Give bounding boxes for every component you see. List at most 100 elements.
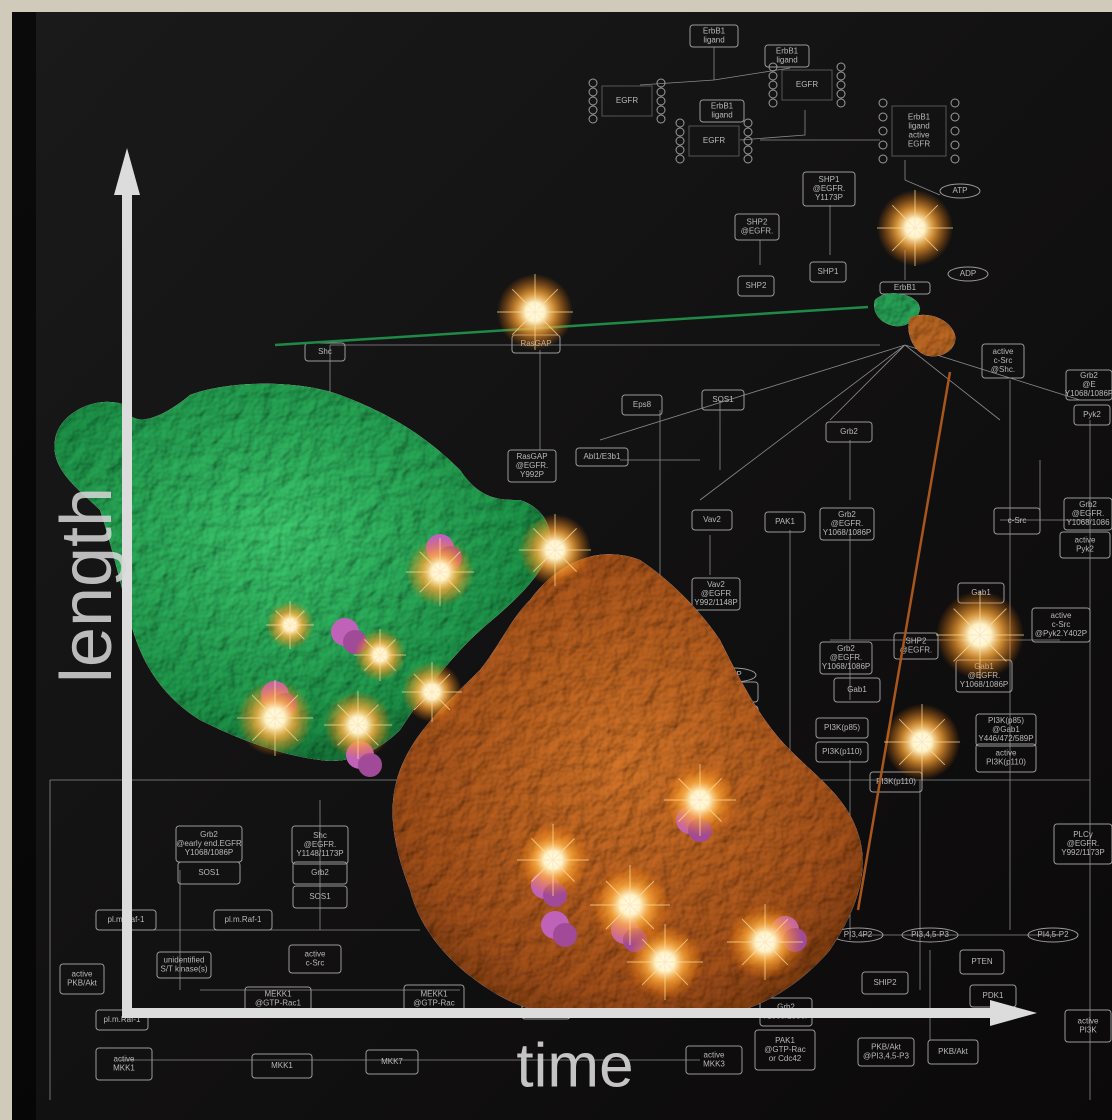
node-label: ErbB1	[776, 47, 799, 56]
node-label: SHP2	[906, 637, 927, 646]
node-label: active	[996, 749, 1017, 758]
node-label: EGFR	[703, 136, 725, 145]
node-label: SHP1	[818, 267, 839, 276]
node-label: c-Src	[1008, 516, 1027, 525]
node-label: active	[1075, 536, 1096, 545]
node-label: EGFR	[616, 96, 638, 105]
node-label: S/T kinase(s)	[161, 965, 208, 974]
node-label: MKK3	[703, 1060, 725, 1069]
node-label: MKK1	[271, 1061, 293, 1070]
node-label: Y1068/1086P	[823, 528, 872, 537]
node-label: Y1173P	[815, 193, 843, 202]
node-label: ADP	[960, 269, 976, 278]
y-axis-label: length	[47, 487, 127, 683]
node-label: PLCγ	[1073, 830, 1093, 839]
scene: ErbB1ligandEGFRErbB1ligandEGFRErbB1ligan…	[0, 0, 1112, 1120]
node-label: PI3K(p85)	[824, 723, 860, 732]
node-label: PDK1	[983, 991, 1004, 1000]
node-label: Vav2	[707, 580, 725, 589]
node-label: MEKK1	[264, 990, 292, 999]
node-label: @EGFR.	[1072, 509, 1105, 518]
node-label: Y1148/1173P	[296, 849, 343, 858]
node-label: @EGFR.	[900, 646, 933, 655]
node-label: or Cdc42	[769, 1054, 802, 1063]
node-label: Gab1	[847, 685, 867, 694]
atom	[553, 923, 577, 947]
node-label: @PI3,4,5-P3	[863, 1052, 909, 1061]
node-label: @early end.EGFR	[176, 839, 242, 848]
node-label: SHP1	[819, 175, 840, 184]
node-label: Grb2	[1079, 500, 1097, 509]
node-label: MKK7	[381, 1057, 403, 1066]
node-label: SOS1	[309, 892, 331, 901]
node-label: PI3K	[1079, 1026, 1097, 1035]
node-label: @EGFR.	[830, 653, 863, 662]
node-label: SOS1	[198, 868, 220, 877]
node-label: @E	[1082, 380, 1095, 389]
node-label: ErbB1	[894, 283, 917, 292]
node-label: ATP	[953, 186, 968, 195]
node-label: active	[1051, 611, 1072, 620]
node-label: PI3K(p110)	[986, 758, 1026, 767]
node-label: PI3,4P2	[844, 930, 873, 939]
node-label: Y992P	[520, 470, 544, 479]
node-label: @Gab1	[992, 725, 1020, 734]
node-label: active	[114, 1055, 135, 1064]
node-label: RasGAP	[516, 452, 547, 461]
node-label: Grb2	[311, 868, 329, 877]
node-label: @Shc.	[991, 365, 1015, 374]
node-label: ErbB1	[703, 27, 726, 36]
node-label: @EGFR.	[516, 461, 549, 470]
node-label: @EGFR.	[831, 519, 864, 528]
node-label: Grb2	[837, 644, 855, 653]
node-label: active	[993, 347, 1014, 356]
node-label: Pyk2	[1076, 545, 1094, 554]
node-label: PAK1	[775, 517, 795, 526]
node-label: @EGFR.	[813, 184, 846, 193]
node-label: ligand	[711, 111, 732, 120]
node-label: @GTP-Rac1	[255, 999, 301, 1008]
node-label: Y1068/1086P	[1065, 389, 1112, 398]
x-axis	[122, 1008, 997, 1018]
node-label: ligand	[776, 56, 797, 65]
node-label: @Pyk2.Y402P	[1035, 629, 1087, 638]
node-label: Y992/1148P	[694, 598, 737, 607]
node-label: PAK1	[775, 1036, 795, 1045]
node-label: @GTP-Rac	[413, 999, 454, 1008]
node-label: PI3,4,5-P3	[911, 930, 949, 939]
node-label: @EGFR	[701, 589, 732, 598]
node-label: Y1068/1086P	[185, 848, 234, 857]
node-label: Y1068/1086P	[960, 680, 1009, 689]
node-label: Y446/472/589P	[978, 734, 1033, 743]
node-label: PKB/Akt	[938, 1047, 969, 1056]
node-label: Y992/1173P	[1061, 848, 1104, 857]
x-axis-label: time	[516, 1031, 633, 1100]
node-label: Abl1/E3b1	[584, 452, 621, 461]
node-label: PI4,5-P2	[1037, 930, 1069, 939]
node-label: ligand	[908, 122, 929, 131]
node-label: PI3K(p110)	[876, 777, 916, 786]
node-label: PI3K(p110)	[822, 747, 862, 756]
node-label: ligand	[703, 36, 724, 45]
node-label: SOS1	[712, 395, 734, 404]
node-label: Vav2	[703, 515, 721, 524]
node-label: active	[1078, 1017, 1099, 1026]
node-label: active	[909, 131, 930, 140]
node-label: c-Src	[306, 959, 325, 968]
node-label: SHP2	[746, 281, 767, 290]
node-label: Pyk2	[1083, 410, 1101, 419]
node-label: @GTP-Rac	[764, 1045, 805, 1054]
node-label: Shc	[313, 831, 327, 840]
node-label: Y1068/1086	[1066, 518, 1110, 527]
node-label: Grb2	[840, 427, 858, 436]
node-label: @EGFR.	[741, 227, 774, 236]
node-label: active	[305, 950, 326, 959]
edge-shadow	[12, 12, 36, 1120]
node-label: SHP2	[747, 218, 768, 227]
node-label: MKK1	[113, 1064, 135, 1073]
node-label: c-Src	[1052, 620, 1071, 629]
node-label: PTEN	[971, 957, 993, 966]
node-label: ErbB1	[908, 113, 931, 122]
node-label: Grb2	[838, 510, 856, 519]
node-label: EGFR	[796, 80, 818, 89]
